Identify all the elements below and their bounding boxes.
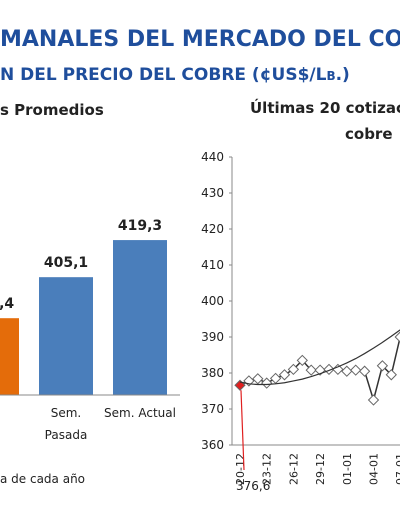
x-tick-label: Pasada <box>45 428 88 442</box>
data-point <box>287 363 300 376</box>
data-point <box>278 369 291 381</box>
y-tick-label: 440 <box>201 150 224 164</box>
x-tick-label: 04-01 <box>368 453 381 485</box>
slide-subtitle: N DEL PRECIO DEL COBRE (¢US$/Lb.) <box>0 65 350 85</box>
trend-line <box>239 329 400 386</box>
data-point <box>252 373 264 385</box>
value-label: 389,4 <box>0 296 14 312</box>
value-label: 405,1 <box>44 255 88 271</box>
bar <box>113 240 167 395</box>
x-tick-label: Sem. Actual <box>104 406 176 420</box>
data-point <box>234 379 246 391</box>
x-tick-label: 23-12 <box>261 453 274 485</box>
y-tick-label: 410 <box>201 258 224 272</box>
x-tick-label: 07-01 <box>394 453 400 485</box>
x-tick-label: 26-12 <box>287 453 300 485</box>
line-chart-title: cobre <box>345 125 393 143</box>
data-point <box>358 365 371 377</box>
data-point <box>261 377 273 389</box>
y-tick-label: 420 <box>201 222 224 236</box>
y-tick-label: 360 <box>201 438 224 452</box>
data-point <box>305 364 317 376</box>
data-point <box>296 354 308 367</box>
y-tick-label: 400 <box>201 294 224 308</box>
y-tick-label: 430 <box>201 186 224 200</box>
line-chart-title: Últimas 20 cotizaci <box>250 98 400 117</box>
bar-chart-title: s Promedios <box>0 101 104 119</box>
data-point <box>269 372 282 385</box>
bar <box>0 318 19 395</box>
bar <box>39 277 93 395</box>
y-tick-label: 380 <box>201 366 224 380</box>
data-point <box>341 365 353 377</box>
annotation-arrow <box>240 390 245 471</box>
annotation: 376,6 <box>236 479 270 493</box>
x-tick-label: 29-12 <box>314 453 327 485</box>
data-point <box>385 369 397 381</box>
y-tick-label: 390 <box>201 330 224 344</box>
value-label: 419,3 <box>118 218 162 234</box>
data-point <box>367 394 380 406</box>
series-line <box>239 335 400 403</box>
data-point <box>376 360 389 372</box>
data-point <box>332 363 344 376</box>
x-tick-label: Sem. <box>51 406 82 420</box>
footnote: a de cada año <box>0 472 85 486</box>
x-tick-label: 01-01 <box>341 453 354 485</box>
y-tick-label: 370 <box>201 402 224 416</box>
data-point <box>350 364 362 376</box>
data-point <box>394 331 400 343</box>
slide-title: MANALES DEL MERCADO DEL CO <box>0 27 400 52</box>
